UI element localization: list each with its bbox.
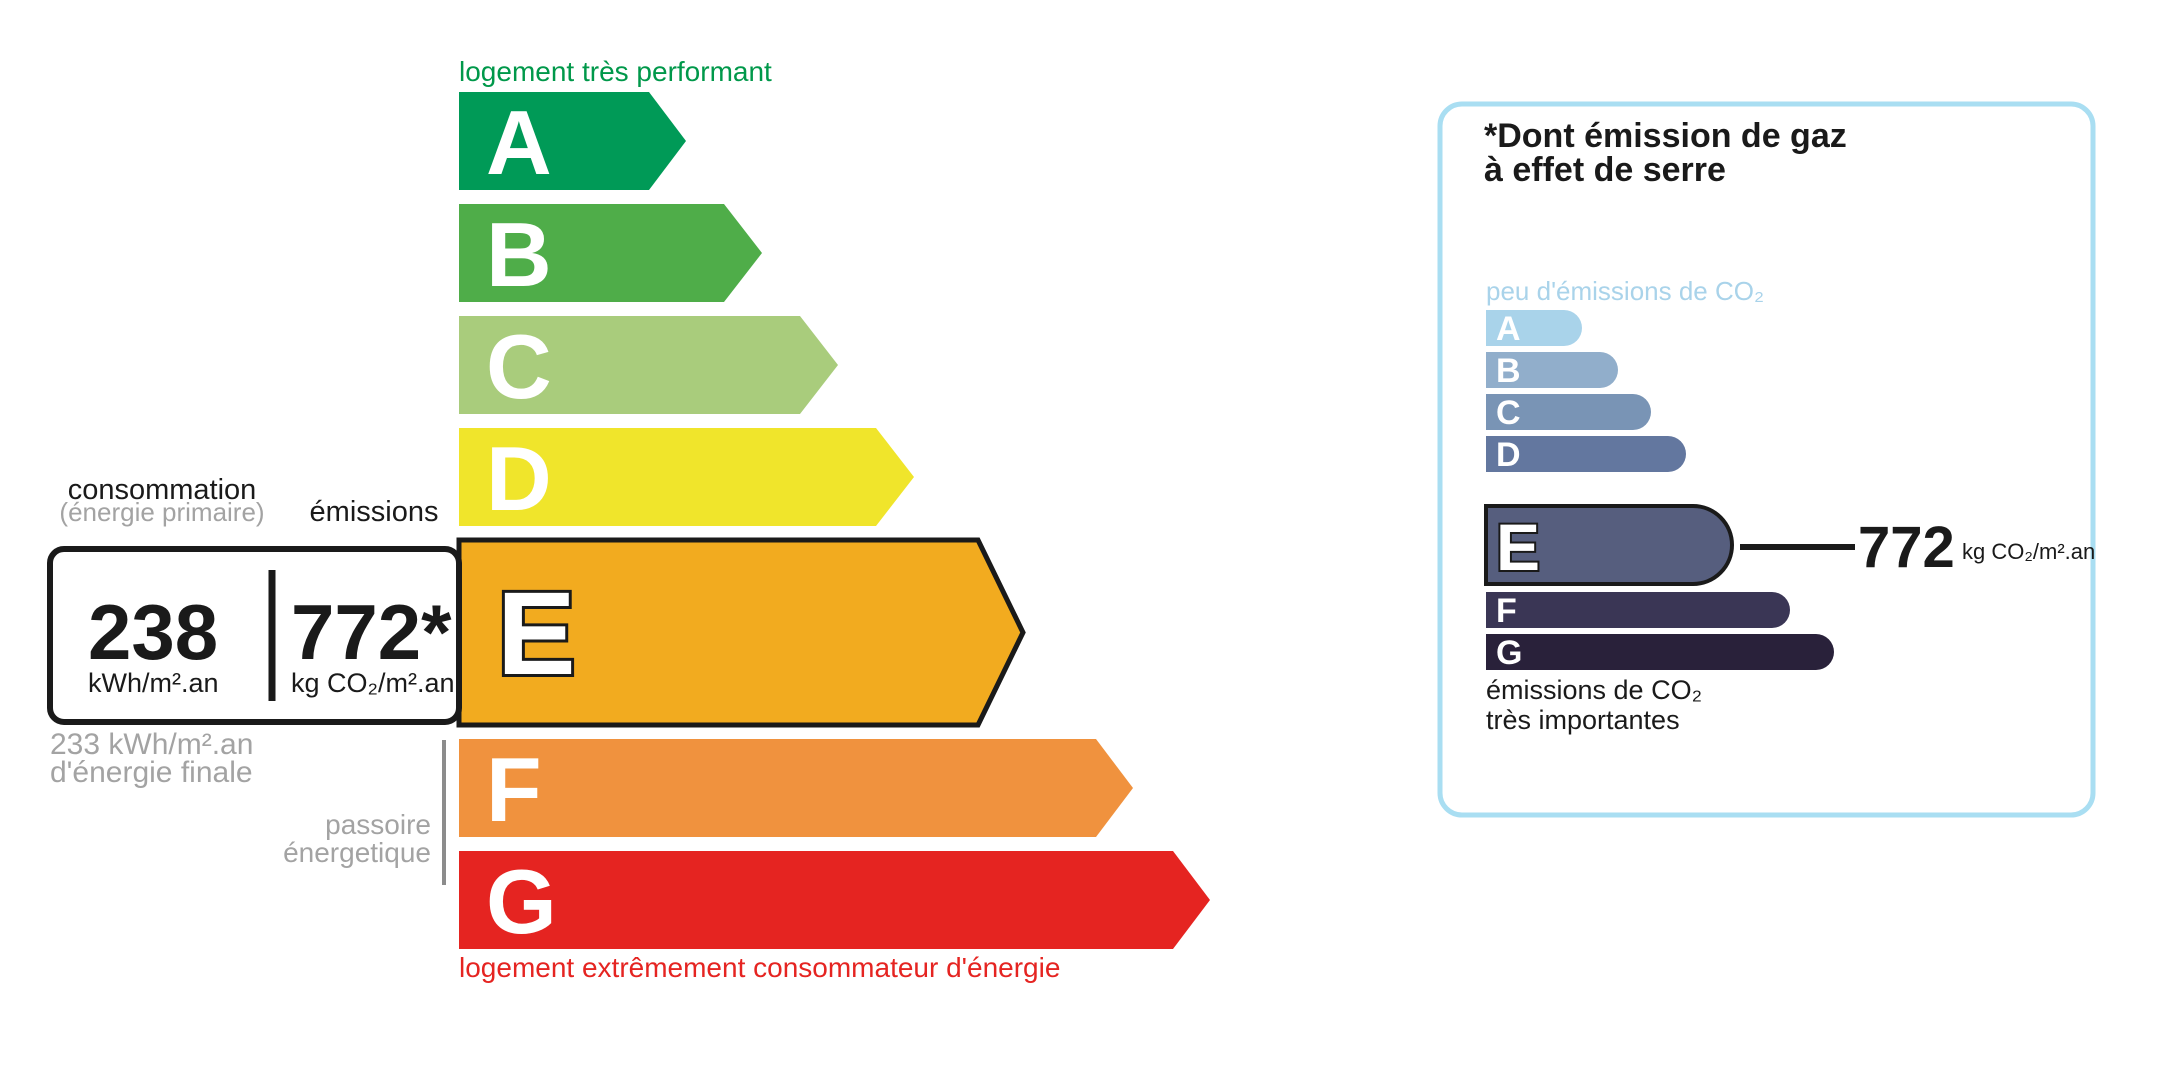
- svg-text:(énergie primaire): (énergie primaire): [59, 497, 264, 527]
- svg-text:A: A: [1496, 310, 1521, 348]
- svg-text:kg CO₂/m².an: kg CO₂/m².an: [291, 668, 455, 698]
- svg-text:énergetique: énergetique: [283, 837, 431, 868]
- svg-text:E: E: [1496, 510, 1540, 584]
- svg-text:B: B: [1496, 352, 1521, 390]
- svg-text:G: G: [1496, 634, 1522, 672]
- svg-text:G: G: [486, 852, 557, 953]
- svg-text:logement très performant: logement très performant: [459, 56, 772, 87]
- svg-text:kWh/m².an: kWh/m².an: [88, 668, 219, 698]
- svg-text:*Dont émission de gaz: *Dont émission de gaz: [1484, 117, 1847, 155]
- svg-text:238: 238: [88, 588, 218, 676]
- svg-text:d'énergie finale: d'énergie finale: [50, 756, 253, 789]
- svg-text:très importantes: très importantes: [1486, 705, 1680, 735]
- svg-text:E: E: [497, 568, 576, 700]
- svg-text:peu d'émissions de CO₂: peu d'émissions de CO₂: [1486, 276, 1764, 306]
- svg-text:passoire: passoire: [325, 809, 431, 840]
- svg-text:C: C: [486, 317, 552, 418]
- svg-text:772: 772: [1858, 515, 1955, 580]
- svg-text:kg CO₂/m².an: kg CO₂/m².an: [1962, 539, 2095, 564]
- svg-text:logement extrêmement consommat: logement extrêmement consommateur d'éner…: [459, 952, 1060, 983]
- svg-text:D: D: [486, 429, 552, 530]
- svg-text:émissions: émissions: [310, 496, 439, 528]
- svg-text:émissions de CO₂: émissions de CO₂: [1486, 675, 1702, 705]
- svg-text:B: B: [486, 205, 552, 306]
- svg-text:F: F: [486, 740, 542, 841]
- svg-text:A: A: [486, 93, 552, 194]
- svg-text:à effet de serre: à effet de serre: [1484, 151, 1726, 189]
- svg-text:D: D: [1496, 436, 1521, 474]
- svg-text:F: F: [1496, 592, 1517, 630]
- svg-text:C: C: [1496, 394, 1521, 432]
- svg-text:772*: 772*: [291, 588, 452, 676]
